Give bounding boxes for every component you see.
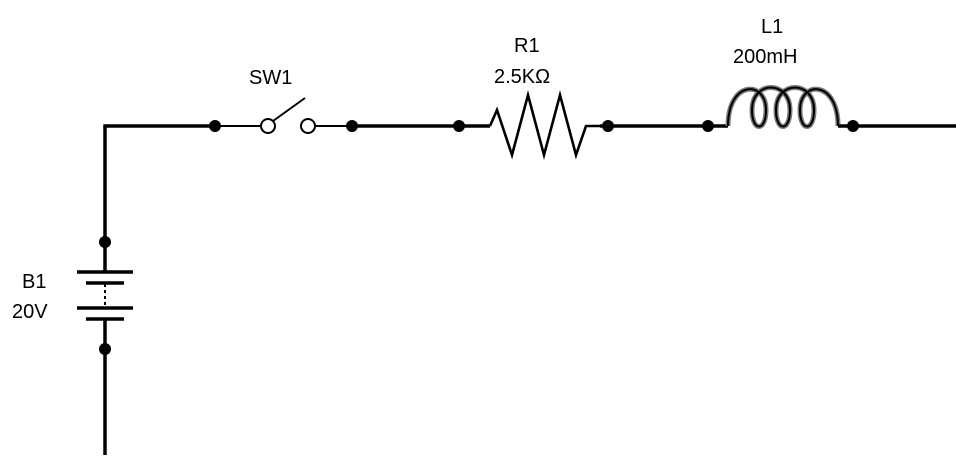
battery-b1 [77,270,133,321]
node-dot [209,120,221,132]
node-dot [453,120,465,132]
resistor-ref-label: R1 [514,35,540,57]
resistor-value-label: 2.5KΩ [494,66,550,88]
left-wire [103,124,215,455]
switch-ref-label: SW1 [249,67,292,89]
connection-nodes [99,120,859,355]
node-dot [602,120,614,132]
inductor-l1 [708,85,853,129]
battery-ref-label: B1 [22,271,46,293]
inductor-ref-label: L1 [761,16,783,38]
battery-value-label: 20V [12,301,48,323]
node-dot [99,343,111,355]
resistor-r1 [459,89,608,161]
node-dot [99,236,111,248]
inductor-value-label: 200mH [733,46,797,68]
node-dot [847,120,859,132]
node-dot [346,120,358,132]
switch-sw1 [215,97,352,134]
node-dot [702,120,714,132]
